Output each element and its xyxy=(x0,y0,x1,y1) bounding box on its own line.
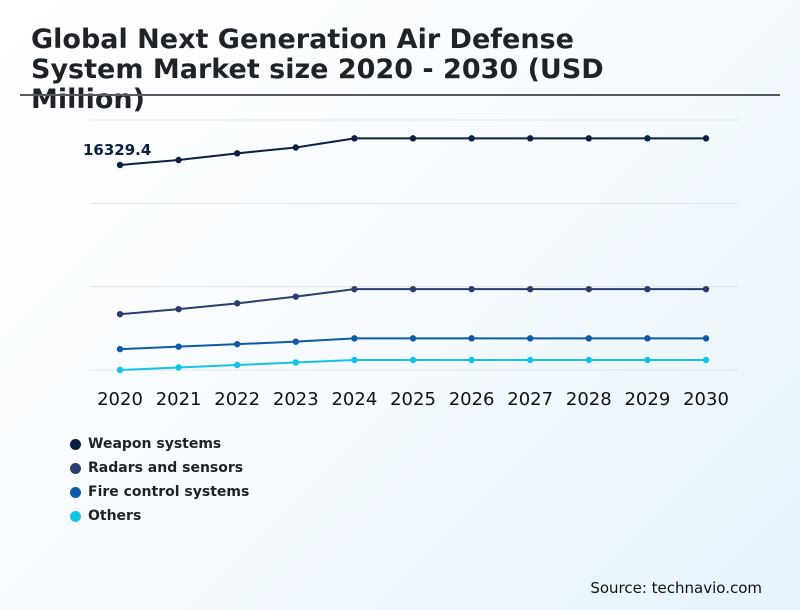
data-point xyxy=(702,335,710,342)
grid-lines xyxy=(90,119,738,371)
data-point xyxy=(702,285,710,293)
x-tick-label: 2027 xyxy=(507,389,553,410)
legend-marker-icon xyxy=(70,486,81,498)
annotations: 16329.4 xyxy=(83,141,151,159)
series-line-1 xyxy=(119,288,706,316)
data-point xyxy=(644,135,651,142)
data-point xyxy=(175,343,182,350)
legend-item: Others xyxy=(70,504,249,528)
data-point xyxy=(234,361,241,369)
legend-label: Fire control systems xyxy=(88,484,250,500)
data-point xyxy=(351,285,358,293)
x-tick-label: 2023 xyxy=(273,389,319,410)
data-point xyxy=(409,335,417,342)
data-point xyxy=(409,285,417,293)
data-point xyxy=(409,135,417,142)
data-point xyxy=(468,356,475,364)
legend-label: Others xyxy=(88,508,142,524)
x-tick-label: 2024 xyxy=(331,389,377,410)
x-tick-label: 2028 xyxy=(566,389,612,410)
series-line-0 xyxy=(119,137,706,166)
data-point xyxy=(409,356,417,364)
x-tick-label: 2030 xyxy=(683,389,729,410)
data-point xyxy=(527,285,534,293)
x-tick-label: 2029 xyxy=(624,389,670,410)
data-point xyxy=(585,285,592,293)
data-point xyxy=(116,366,124,374)
data-point xyxy=(116,161,124,169)
data-point xyxy=(527,335,534,342)
legend-marker-icon xyxy=(70,438,81,450)
data-point xyxy=(644,285,651,293)
x-tick-label: 2025 xyxy=(390,389,436,410)
data-point xyxy=(175,364,182,371)
data-point xyxy=(292,293,299,300)
legend-item: Radars and sensors xyxy=(70,456,249,480)
data-point xyxy=(351,135,358,142)
data-point xyxy=(702,356,710,364)
data-point xyxy=(468,135,475,142)
x-tick-label: 2022 xyxy=(214,389,260,410)
data-point xyxy=(527,135,534,142)
legend-item: Fire control systems xyxy=(70,480,249,504)
data-point xyxy=(351,335,358,342)
legend-marker-icon xyxy=(70,462,81,474)
x-tick-label: 2021 xyxy=(156,389,202,410)
legend-item: Weapon systems xyxy=(70,432,249,456)
data-point xyxy=(234,150,241,157)
title-divider xyxy=(20,94,780,96)
data-points xyxy=(116,135,710,374)
data-point xyxy=(644,335,651,342)
data-point xyxy=(292,338,299,345)
data-point xyxy=(468,285,475,293)
data-point xyxy=(644,356,651,364)
legend-label: Radars and sensors xyxy=(88,460,244,476)
data-point xyxy=(292,144,299,151)
legend-label: Weapon systems xyxy=(88,436,222,452)
source-credit: Source: technavio.com xyxy=(590,579,762,597)
data-point xyxy=(468,335,475,342)
data-point xyxy=(585,335,592,342)
data-label: 16329.4 xyxy=(83,141,151,159)
x-tick-label: 2020 xyxy=(97,389,143,410)
data-point xyxy=(585,356,592,364)
data-point xyxy=(292,359,299,366)
data-point xyxy=(116,310,124,318)
data-point xyxy=(585,135,592,142)
data-point xyxy=(234,300,241,307)
chart-title: Global Next Generation Air Defense Syste… xyxy=(31,24,604,115)
data-point xyxy=(702,135,710,142)
data-point xyxy=(527,356,534,364)
legend-marker-icon xyxy=(70,510,81,522)
x-axis-ticks: 2020 2021 2022 2023 2024 2025 2026 2027 2028 2029… xyxy=(97,389,729,410)
x-tick-label: 2026 xyxy=(449,389,495,410)
data-point xyxy=(351,356,358,364)
data-point xyxy=(175,156,182,164)
data-point xyxy=(116,345,124,353)
chart-legend: Weapon systems Radars and sensors Fire con… xyxy=(70,432,249,528)
data-point xyxy=(175,305,182,313)
data-point xyxy=(234,340,241,348)
